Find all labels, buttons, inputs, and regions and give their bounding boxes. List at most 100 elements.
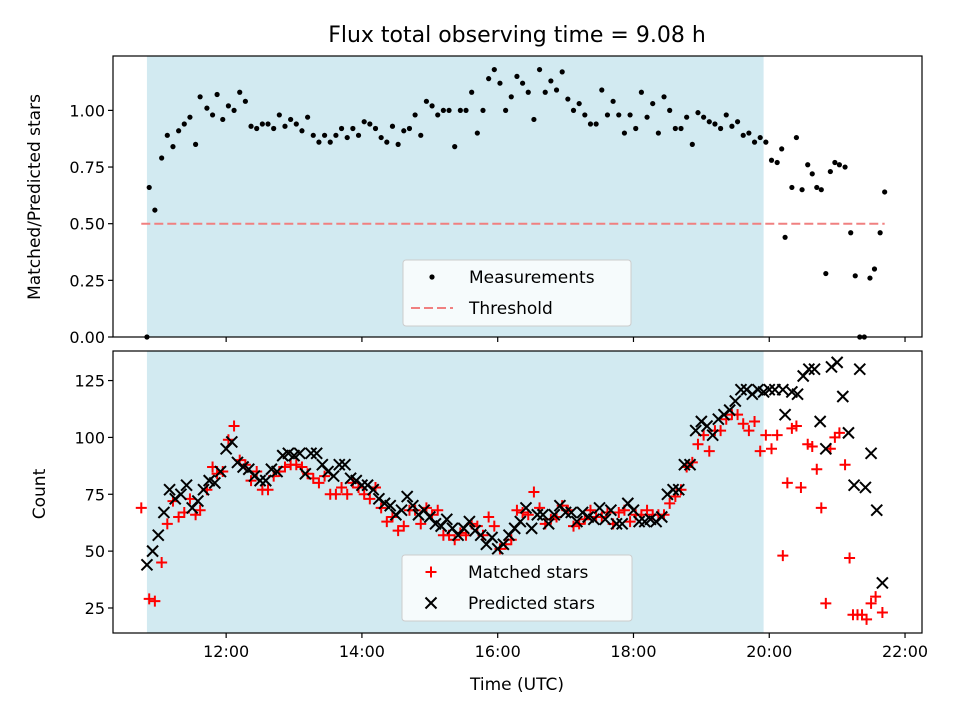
bottom-series-2-point bbox=[847, 478, 861, 492]
bottom-series-2-point bbox=[864, 447, 878, 460]
top-series-1-point bbox=[638, 89, 644, 95]
top-series-1-point bbox=[789, 184, 795, 191]
bottom-series-2-point bbox=[197, 483, 210, 496]
top-series-1-point bbox=[254, 125, 260, 132]
bottom-series-1-point bbox=[336, 481, 348, 493]
top-series-1-point bbox=[361, 119, 367, 125]
bottom-y-tick-label: 75 bbox=[85, 485, 105, 504]
top-series-1-point bbox=[152, 207, 158, 213]
bottom-series-2-point bbox=[367, 483, 380, 496]
bottom-series-1-point bbox=[703, 445, 715, 457]
top-series-1-point bbox=[689, 141, 695, 147]
top-series-1-point bbox=[610, 98, 616, 104]
bottom-series-2-point bbox=[531, 508, 544, 521]
bottom-series-2-point bbox=[174, 488, 188, 501]
bottom-series-2-point bbox=[678, 458, 691, 471]
top-series-1-point bbox=[457, 107, 463, 113]
top-series-1-point bbox=[655, 130, 661, 136]
top-series-1-point bbox=[587, 121, 594, 127]
top-series-1-point bbox=[823, 270, 829, 277]
top-series-1-point bbox=[621, 130, 628, 136]
bottom-series-2-point bbox=[395, 503, 408, 517]
bottom-series-2-point bbox=[813, 415, 827, 428]
bottom-series-2-point bbox=[338, 458, 352, 471]
bottom-panel: 25 50 75 100 125 12:00 14:00 16:00 18:00 20:00 22:… bbox=[74, 350, 928, 661]
top-series-1 bbox=[144, 66, 888, 340]
top-series-1-point bbox=[867, 275, 873, 281]
bottom-series-2-point bbox=[802, 362, 816, 376]
top-series-1-point bbox=[740, 132, 746, 138]
top-series-1-point bbox=[192, 141, 199, 147]
top-series-1-point bbox=[497, 80, 503, 86]
top-series-1-point bbox=[799, 187, 805, 193]
top-series-1-point bbox=[435, 112, 441, 118]
bottom-legend-swatch bbox=[425, 566, 437, 578]
top-series-1-point bbox=[565, 96, 571, 102]
bottom-series-2-point bbox=[519, 501, 533, 515]
top-y-tick-label: 0.75 bbox=[69, 158, 105, 177]
top-series-1-point bbox=[237, 89, 243, 95]
top-series-1-point bbox=[536, 66, 543, 73]
top-series-1-point bbox=[321, 132, 328, 138]
top-series-1-point bbox=[491, 66, 497, 73]
top-series-1-point bbox=[852, 273, 858, 279]
top-series-1-point bbox=[814, 184, 820, 191]
bottom-series-1-point bbox=[795, 481, 807, 493]
bottom-series-2-point bbox=[598, 513, 612, 526]
x-tick-label: 20:00 bbox=[746, 642, 792, 661]
bottom-series-2-point bbox=[191, 494, 205, 508]
bottom-series-1-point bbox=[313, 477, 325, 489]
bottom-series-2-point bbox=[791, 388, 804, 401]
bottom-series-1-point bbox=[135, 502, 147, 514]
top-series-1-point bbox=[209, 112, 216, 118]
top-series-1-point bbox=[542, 89, 548, 95]
bottom-series-1-point bbox=[149, 595, 161, 607]
top-series-1-point bbox=[763, 139, 769, 145]
top-series-1-point bbox=[265, 121, 271, 127]
top-series-1-point bbox=[446, 107, 452, 113]
top-series-1-point bbox=[429, 103, 435, 109]
top-series-1-point bbox=[882, 189, 888, 195]
bottom-series-2-point bbox=[208, 476, 222, 490]
bottom-series-2-point bbox=[559, 506, 572, 519]
bottom-series-1-point bbox=[511, 504, 523, 516]
top-series-1-point bbox=[480, 107, 486, 113]
bottom-series-1-point bbox=[194, 504, 206, 516]
bottom-series-2-point bbox=[485, 531, 499, 544]
bottom-series-2-point bbox=[270, 465, 284, 478]
top-series-1-point bbox=[701, 114, 707, 120]
bottom-series-2-point bbox=[632, 515, 646, 528]
bottom-series-2-point bbox=[355, 478, 369, 492]
bottom-series-1-point bbox=[839, 459, 851, 471]
top-series-1-point bbox=[836, 162, 843, 168]
top-series-1-point bbox=[508, 94, 514, 100]
top-series-1-point bbox=[604, 112, 611, 118]
x-axis-label: Time (UTC) bbox=[469, 675, 564, 695]
bottom-series-2-point bbox=[655, 510, 668, 524]
top-legend-box bbox=[402, 259, 632, 327]
top-series-1-point bbox=[809, 171, 815, 177]
top-y-tick-label: 0.50 bbox=[69, 215, 105, 234]
bottom-series-2-point bbox=[627, 503, 640, 517]
top-series-1-point bbox=[378, 134, 384, 141]
bottom-series-1-point bbox=[613, 506, 625, 518]
top-series-1-point bbox=[503, 107, 509, 113]
top-series-1-point bbox=[389, 123, 396, 129]
top-y-axis-label: Matched/Predicted stars bbox=[25, 94, 45, 300]
top-series-1-point bbox=[350, 125, 356, 132]
top-series-1-point bbox=[695, 110, 701, 116]
bottom-series-2-point bbox=[497, 538, 510, 551]
bottom-series-2-point bbox=[819, 442, 833, 455]
bottom-series-1-point bbox=[483, 511, 495, 523]
bottom-series-2-point bbox=[157, 506, 171, 519]
top-series-1-point bbox=[372, 125, 379, 132]
top-series-1-point bbox=[793, 134, 800, 141]
bottom-series-1-point bbox=[876, 607, 888, 619]
bottom-series-2-point bbox=[400, 490, 414, 503]
bottom-series-2-point bbox=[593, 501, 606, 515]
top-series-1-point bbox=[805, 162, 811, 168]
top-series-1-point bbox=[734, 119, 741, 125]
bottom-series-1-point bbox=[392, 525, 404, 537]
top-series-1-point bbox=[832, 159, 838, 166]
top-series-1-point bbox=[768, 157, 775, 163]
